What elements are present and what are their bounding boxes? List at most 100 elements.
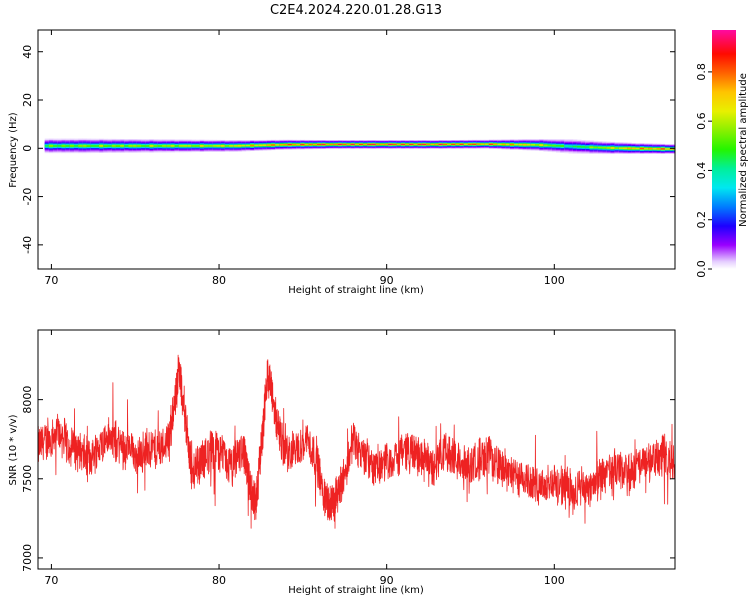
spectrogram-cell bbox=[501, 144, 507, 145]
spectrogram-x-tick-label: 70 bbox=[44, 274, 58, 287]
spectrogram-cell bbox=[509, 144, 515, 145]
spectrogram-y-tick-label: -40 bbox=[21, 236, 34, 254]
colorbar-tick-label: 0.0 bbox=[695, 260, 708, 278]
spectrogram-x-ticks: 70 80 90 100 bbox=[44, 30, 565, 287]
spectrogram-cell bbox=[434, 144, 440, 145]
spectrogram-cell bbox=[275, 144, 280, 146]
spectrogram-cell bbox=[363, 144, 368, 145]
spectrogram-cell bbox=[346, 144, 352, 145]
spectrogram-cell bbox=[183, 145, 188, 147]
snr-x-tick-label: 70 bbox=[44, 574, 58, 587]
spectrogram-cell bbox=[379, 144, 385, 145]
spectrogram-cell bbox=[136, 145, 142, 147]
spectrogram-cell bbox=[178, 145, 184, 147]
spectrogram-cell bbox=[317, 144, 322, 145]
spectrogram-cell bbox=[576, 146, 582, 148]
figure-title: C2E4.2024.220.01.28.G13 bbox=[270, 3, 442, 18]
spectrogram-cell bbox=[388, 144, 393, 145]
spectrogram-cell bbox=[300, 144, 305, 145]
spectrogram-cell bbox=[224, 145, 230, 147]
spectrogram-cell bbox=[132, 145, 138, 147]
spectrogram-cell bbox=[451, 144, 456, 145]
spectrogram-cell bbox=[597, 147, 603, 148]
spectrogram-cell bbox=[547, 145, 553, 146]
snr-series-line bbox=[38, 354, 675, 529]
spectrogram-cell bbox=[606, 147, 611, 149]
spectrogram-cell bbox=[535, 144, 540, 146]
spectrogram-cell bbox=[212, 145, 217, 147]
spectrogram-cell bbox=[447, 144, 452, 145]
spectrogram-cell bbox=[463, 144, 469, 145]
spectrogram-cell bbox=[367, 144, 372, 145]
spectrogram-cell bbox=[296, 144, 301, 145]
spectrogram-cell bbox=[484, 143, 490, 145]
spectrogram-cell bbox=[157, 145, 163, 147]
spectrogram-x-tick-label: 90 bbox=[380, 274, 394, 287]
colorbar-tick-label: 0.4 bbox=[695, 162, 708, 180]
spectrogram-cell bbox=[124, 145, 129, 147]
spectrogram-cell bbox=[568, 145, 574, 147]
spectrogram-cell bbox=[656, 148, 662, 150]
spectrogram-panel: 70 80 90 100 -40 -20 0 20 40 Height of straight… bbox=[8, 29, 676, 296]
spectrogram-cell bbox=[643, 148, 649, 149]
spectrogram-cell bbox=[602, 147, 607, 149]
spectrogram-cell bbox=[493, 144, 498, 145]
spectrogram-cell bbox=[203, 145, 209, 147]
spectrogram-cell bbox=[262, 144, 268, 146]
spectrogram-cell bbox=[359, 144, 364, 145]
spectrogram-cell bbox=[627, 148, 632, 149]
spectrogram-cell bbox=[400, 144, 406, 145]
spectrogram-cell bbox=[618, 147, 624, 149]
spectrogram-cell bbox=[94, 145, 100, 147]
snr-y-tick-label: 7000 bbox=[21, 544, 34, 572]
spectrogram-cell bbox=[61, 145, 67, 147]
spectrogram-cell bbox=[405, 144, 410, 145]
spectrogram-y-tick-label: 0 bbox=[21, 145, 34, 152]
spectrogram-cell bbox=[371, 144, 377, 145]
spectrogram-cell bbox=[86, 145, 92, 147]
spectrogram-cell bbox=[312, 144, 318, 145]
spectrogram-cell bbox=[652, 148, 657, 150]
spectrogram-cell bbox=[530, 144, 536, 146]
spectrogram-cell bbox=[539, 144, 544, 146]
spectrogram-cell bbox=[635, 148, 641, 149]
spectrogram-cell bbox=[338, 144, 343, 145]
spectrogram-cell bbox=[610, 147, 616, 149]
spectrogram-cell bbox=[229, 145, 234, 147]
spectrogram-cell bbox=[623, 147, 628, 149]
spectrogram-cell bbox=[639, 148, 645, 149]
spectrogram-cell bbox=[555, 145, 561, 147]
spectrogram-x-tick-label: 100 bbox=[544, 274, 565, 287]
spectrogram-cell bbox=[170, 145, 176, 147]
spectrogram-cell bbox=[128, 145, 134, 147]
spectrogram-cell bbox=[648, 148, 653, 150]
spectrogram-cell bbox=[476, 143, 481, 145]
spectrogram-cell bbox=[120, 145, 125, 147]
spectrogram-cell bbox=[333, 144, 339, 145]
spectrogram-cell bbox=[664, 148, 670, 150]
spectrogram-cell bbox=[107, 145, 113, 147]
spectrogram-cell bbox=[505, 144, 511, 145]
spectrogram-cell bbox=[48, 145, 54, 147]
colorbar-gradient bbox=[712, 30, 736, 269]
snr-panel: 70 80 90 100 7000 7500 8000 Height of straigh… bbox=[8, 329, 676, 596]
spectrogram-cell bbox=[430, 144, 435, 145]
snr-x-tick-label: 90 bbox=[380, 574, 394, 587]
spectrogram-cell bbox=[354, 144, 360, 145]
spectrogram-cell bbox=[497, 144, 502, 145]
spectrogram-cell bbox=[166, 145, 171, 147]
spectrogram-cell bbox=[266, 144, 272, 146]
spectrogram-cell bbox=[631, 148, 637, 149]
spectrogram-cell bbox=[593, 147, 599, 148]
colorbar-tick-label: 0.2 bbox=[695, 211, 708, 229]
snr-y-tick-label: 7500 bbox=[21, 465, 34, 493]
spectrogram-cell bbox=[581, 146, 586, 148]
snr-y-tick-label: 8000 bbox=[21, 386, 34, 414]
spectrogram-cell bbox=[141, 145, 146, 147]
spectrogram-cell bbox=[321, 144, 326, 145]
snr-x-tick-label: 100 bbox=[544, 574, 565, 587]
colorbar: 0.0 0.2 0.4 0.6 0.8 Normalized spectral ampl… bbox=[695, 30, 749, 278]
snr-x-ticks: 70 80 90 100 bbox=[44, 330, 565, 587]
spectrogram-y-tick-label: 40 bbox=[21, 45, 34, 59]
